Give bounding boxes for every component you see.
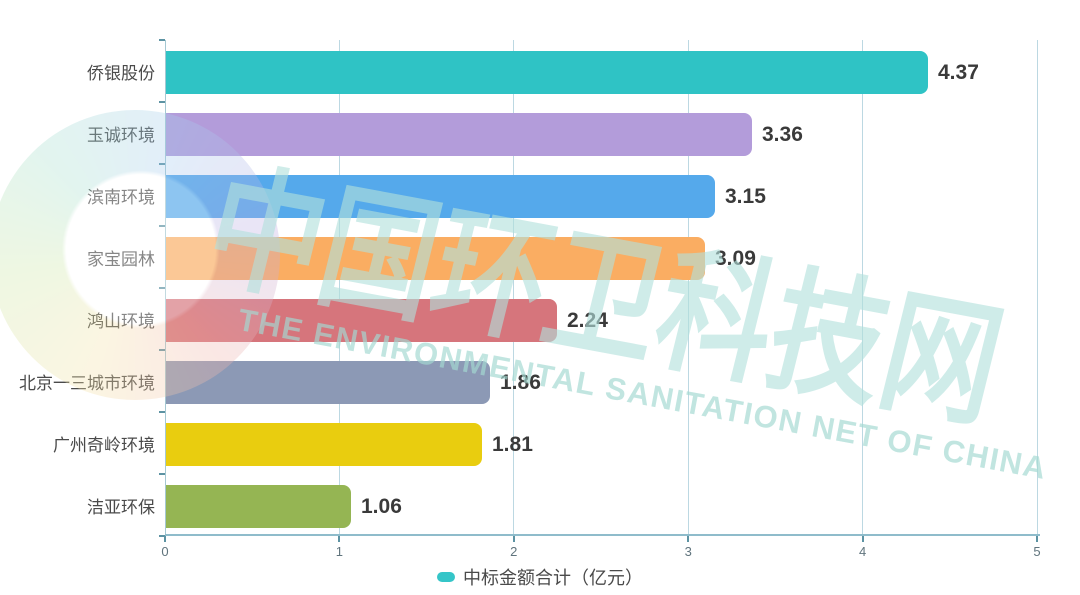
y-axis-tick <box>159 39 165 41</box>
y-axis-tick <box>159 535 165 537</box>
bar <box>166 361 490 404</box>
x-tick-label: 0 <box>161 544 169 559</box>
x-tick-label: 4 <box>858 544 867 559</box>
category-label: 北京一三城市环境 <box>19 373 155 393</box>
gridline <box>862 40 864 536</box>
category-label: 家宝园林 <box>87 249 155 269</box>
category-label: 洁亚环保 <box>87 497 155 517</box>
bar <box>166 175 715 218</box>
value-label: 1.81 <box>492 432 533 456</box>
x-tick-label: 3 <box>684 544 692 559</box>
y-axis-tick <box>159 163 165 165</box>
gridline <box>338 40 340 536</box>
value-label: 3.09 <box>715 246 756 270</box>
value-label: 3.15 <box>725 184 766 208</box>
y-axis-tick <box>159 411 165 413</box>
bar <box>166 485 351 528</box>
x-axis-line <box>165 534 1040 536</box>
legend-label: 中标金额合计（亿元） <box>463 568 643 588</box>
x-axis-tick <box>687 536 690 542</box>
value-label: 3.36 <box>762 122 803 146</box>
value-label: 1.86 <box>500 370 541 394</box>
category-label: 鸿山环境 <box>87 311 155 331</box>
x-axis-tick <box>338 536 341 542</box>
value-label: 2.24 <box>567 308 608 332</box>
bar <box>166 237 705 280</box>
bar <box>166 113 752 156</box>
gridline <box>513 40 515 536</box>
y-axis-line <box>165 40 166 536</box>
y-axis-tick <box>159 225 165 227</box>
gridline <box>687 40 689 536</box>
x-tick-label: 5 <box>1033 544 1041 559</box>
legend: 中标金额合计（亿元） <box>0 563 1080 591</box>
y-axis-tick <box>159 349 165 351</box>
value-label: 1.06 <box>361 494 402 518</box>
value-label: 4.37 <box>938 60 979 84</box>
x-tick-label: 1 <box>335 544 344 559</box>
category-label: 滨南环境 <box>87 187 155 207</box>
bar <box>166 51 928 94</box>
x-axis-tick <box>164 536 166 542</box>
bar <box>166 423 482 466</box>
y-axis-tick <box>159 287 165 289</box>
y-axis-tick <box>159 101 165 103</box>
bar <box>166 299 557 342</box>
category-label: 侨银股份 <box>87 63 155 83</box>
category-label: 玉诚环境 <box>87 125 155 145</box>
gridline <box>1036 40 1038 536</box>
category-label: 广州奇岭环境 <box>53 435 155 455</box>
x-tick-label: 2 <box>510 544 518 559</box>
x-axis-tick <box>1036 536 1038 542</box>
y-axis-tick <box>159 473 165 475</box>
x-axis-tick <box>512 536 515 542</box>
x-axis-tick <box>861 536 864 542</box>
legend-marker-icon <box>437 572 455 582</box>
